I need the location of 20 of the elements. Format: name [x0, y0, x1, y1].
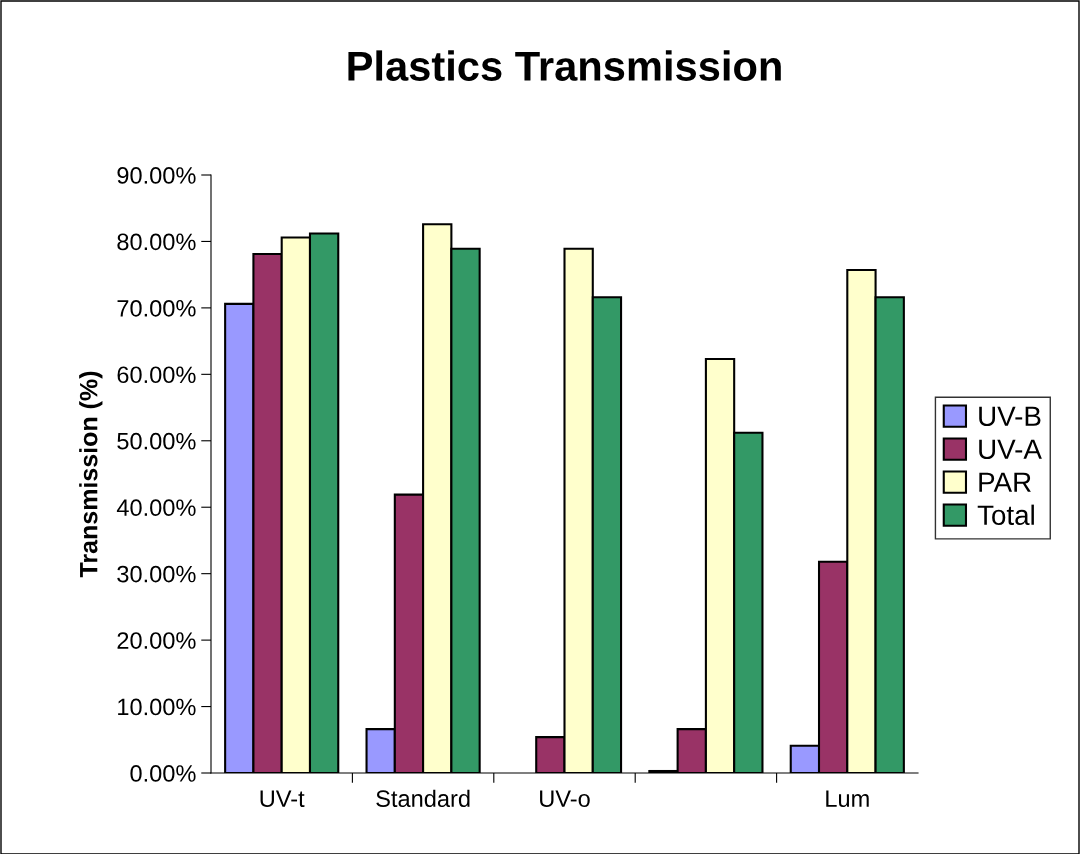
legend-label: PAR	[979, 472, 1031, 492]
x-tick-label: UV-t	[260, 790, 305, 808]
chart-title: Plastics Transmission	[348, 50, 781, 81]
y-tick-label: 10.00%	[118, 698, 196, 716]
legend-label: UV-B	[979, 406, 1041, 427]
legend-label: Total	[977, 504, 1034, 526]
x-tick-label: Lum	[826, 790, 869, 808]
x-tick-label: Standard	[376, 789, 470, 808]
y-tick-label: 90.00%	[117, 167, 196, 184]
y-tick-label: 40.00%	[116, 499, 196, 517]
y-tick-label: 0.00%	[130, 765, 196, 782]
y-axis-title: Transmission (%)	[79, 371, 103, 578]
y-tick-label: 60.00%	[117, 366, 196, 384]
legend-label: UV-A	[979, 439, 1042, 460]
y-tick-label: 50.00%	[117, 432, 196, 450]
x-tick-label: UV-o	[540, 790, 590, 808]
y-tick-label: 30.00%	[117, 565, 196, 583]
y-tick-label: 70.00%	[117, 299, 196, 317]
y-tick-label: 20.00%	[117, 632, 196, 649]
y-tick-label: 80.00%	[117, 233, 196, 251]
